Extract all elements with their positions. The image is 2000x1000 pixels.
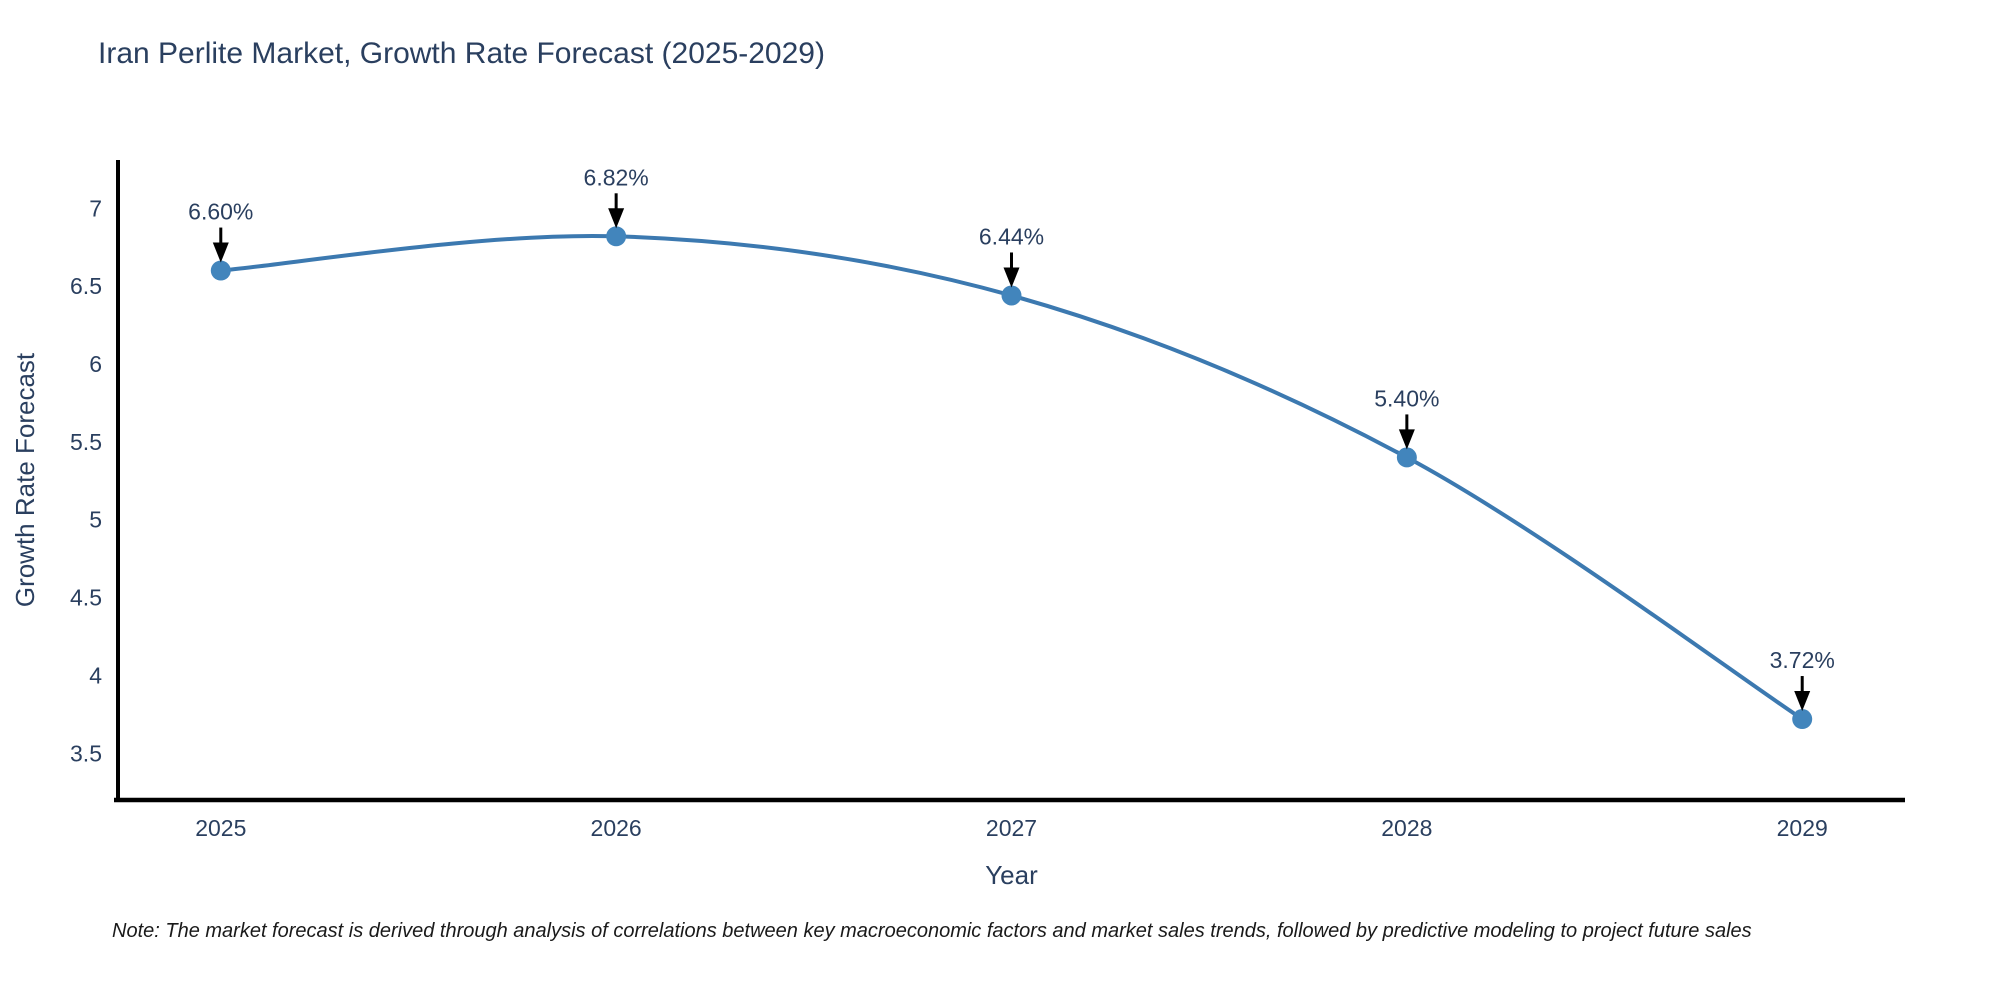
y-tick-label: 4.5 <box>70 585 102 611</box>
data-point-marker <box>1001 285 1022 306</box>
data-point-marker <box>210 260 231 281</box>
data-point-marker <box>606 226 627 247</box>
x-tick-label: 2027 <box>986 815 1037 841</box>
y-tick-label: 5.5 <box>70 429 102 455</box>
y-tick-label: 3.5 <box>70 740 102 766</box>
point-annotation: 6.44% <box>979 223 1044 249</box>
point-annotation: 6.82% <box>584 164 649 190</box>
y-tick-label: 4 <box>89 662 102 688</box>
annotation-arrowhead-icon <box>1003 267 1020 288</box>
annotation-arrowhead-icon <box>212 242 229 263</box>
chart-title: Iran Perlite Market, Growth Rate Forecas… <box>98 37 825 70</box>
annotation-arrowhead-icon <box>1398 429 1415 450</box>
y-tick-label: 7 <box>89 195 102 221</box>
x-axis-title: Year <box>985 860 1038 890</box>
forecast-line <box>218 233 1805 722</box>
y-axis-title: Growth Rate Forecast <box>10 352 40 607</box>
footnote: Note: The market forecast is derived thr… <box>112 920 1752 942</box>
data-point-marker <box>1396 447 1417 468</box>
data-point-marker <box>1792 709 1813 730</box>
x-tick-label: 2025 <box>195 815 246 841</box>
x-tick-label: 2028 <box>1381 815 1432 841</box>
y-tick-label: 6.5 <box>70 273 102 299</box>
y-tick-label: 5 <box>89 507 102 533</box>
x-tick-label: 2029 <box>1777 815 1828 841</box>
point-annotation: 3.72% <box>1770 647 1835 673</box>
point-annotation: 6.60% <box>188 199 253 225</box>
x-tick-label: 2026 <box>591 815 642 841</box>
point-annotation: 5.40% <box>1374 385 1439 411</box>
annotation-arrowhead-icon <box>1794 691 1811 712</box>
y-tick-label: 6 <box>89 351 102 377</box>
annotation-arrowhead-icon <box>608 208 625 229</box>
